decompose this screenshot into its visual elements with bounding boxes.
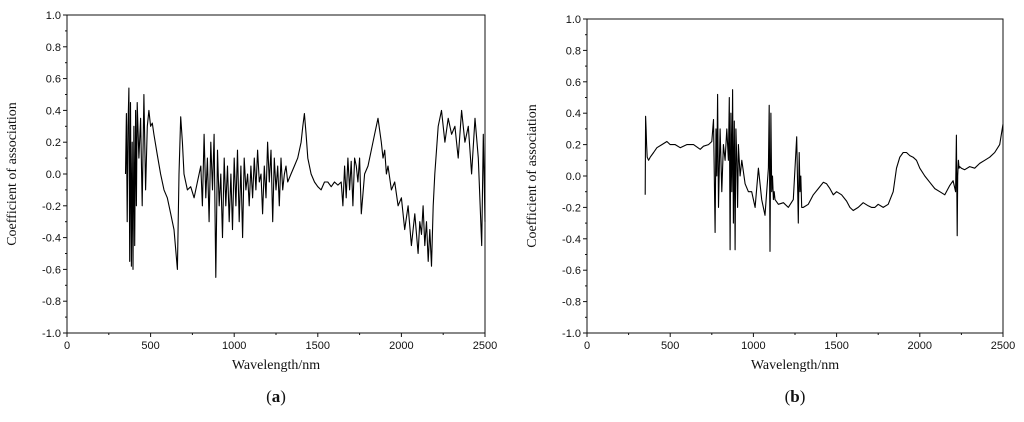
y-tick-label: -0.6 (42, 264, 61, 276)
x-tick-label: 2500 (991, 340, 1015, 352)
x-tick-label: 2000 (389, 340, 413, 352)
series-line (644, 89, 1004, 252)
y-tick-label: 0.0 (566, 171, 581, 183)
panel-label-paren-close: ) (280, 387, 286, 406)
y-tick-label: -0.8 (562, 297, 581, 309)
panel-label-letter: a (272, 387, 281, 406)
panel-label-paren-close: ) (800, 387, 806, 406)
y-tick-label: 0.2 (566, 140, 581, 152)
x-tick-label: 500 (661, 340, 679, 352)
x-tick-label: 1500 (306, 340, 330, 352)
x-tick-label: 2500 (473, 340, 497, 352)
x-tick-label: 0 (64, 340, 70, 352)
y-tick-label: -0.4 (42, 233, 61, 245)
y-axis-title: Coefficient of association (5, 102, 20, 246)
x-axis-title: Wavelength/nm (751, 358, 839, 373)
x-tick-label: 1000 (741, 340, 765, 352)
y-tick-label: -1.0 (562, 328, 581, 340)
y-tick-label: 0.4 (566, 108, 581, 120)
y-tick-label: -0.6 (562, 265, 581, 277)
chart-panel-a: -1.0 -0.8 -0.6 -0.4 -0.2 0.0 0.2 0.4 0.6 0.8 1.0 0 5… (5, 10, 497, 406)
y-tick-label: 0.0 (46, 169, 61, 181)
series-line (124, 87, 486, 278)
y-tick-label: 0.2 (46, 137, 61, 149)
panel-label-paren-open: ( (266, 387, 272, 406)
y-tick-label: 1.0 (566, 14, 581, 26)
y-tick-label: 0.4 (46, 105, 61, 117)
x-tick-label: 2000 (908, 340, 932, 352)
panel-label-paren-open: ( (785, 387, 791, 406)
x-tick-label: 1500 (824, 340, 848, 352)
y-tick-label: 0.8 (566, 45, 581, 57)
y-tick-label: 0.6 (46, 74, 61, 86)
panel-label-letter: b (790, 387, 799, 406)
y-tick-label: 0.8 (46, 42, 61, 54)
y-tick-label: -0.2 (42, 201, 61, 213)
y-tick-label: 0.6 (566, 77, 581, 89)
y-tick-label: -1.0 (42, 328, 61, 340)
panel-label: (b) (785, 387, 806, 406)
x-tick-label: 0 (584, 340, 590, 352)
x-tick-label: 1000 (222, 340, 246, 352)
y-axis-title: Coefficient of association (525, 104, 540, 248)
y-tick-label: 1.0 (46, 10, 61, 22)
chart-panel-b: -1.0 -0.8 -0.6 -0.4 -0.2 0.0 0.2 0.4 0.6 0.8 1.0 0 5… (525, 14, 1015, 406)
y-tick-label: -0.8 (42, 296, 61, 308)
y-tick-label: -0.2 (562, 202, 581, 214)
x-tick-label: 500 (141, 340, 159, 352)
panel-label: (a) (266, 387, 286, 406)
y-tick-label: -0.4 (562, 234, 581, 246)
x-axis-title: Wavelength/nm (232, 358, 320, 373)
